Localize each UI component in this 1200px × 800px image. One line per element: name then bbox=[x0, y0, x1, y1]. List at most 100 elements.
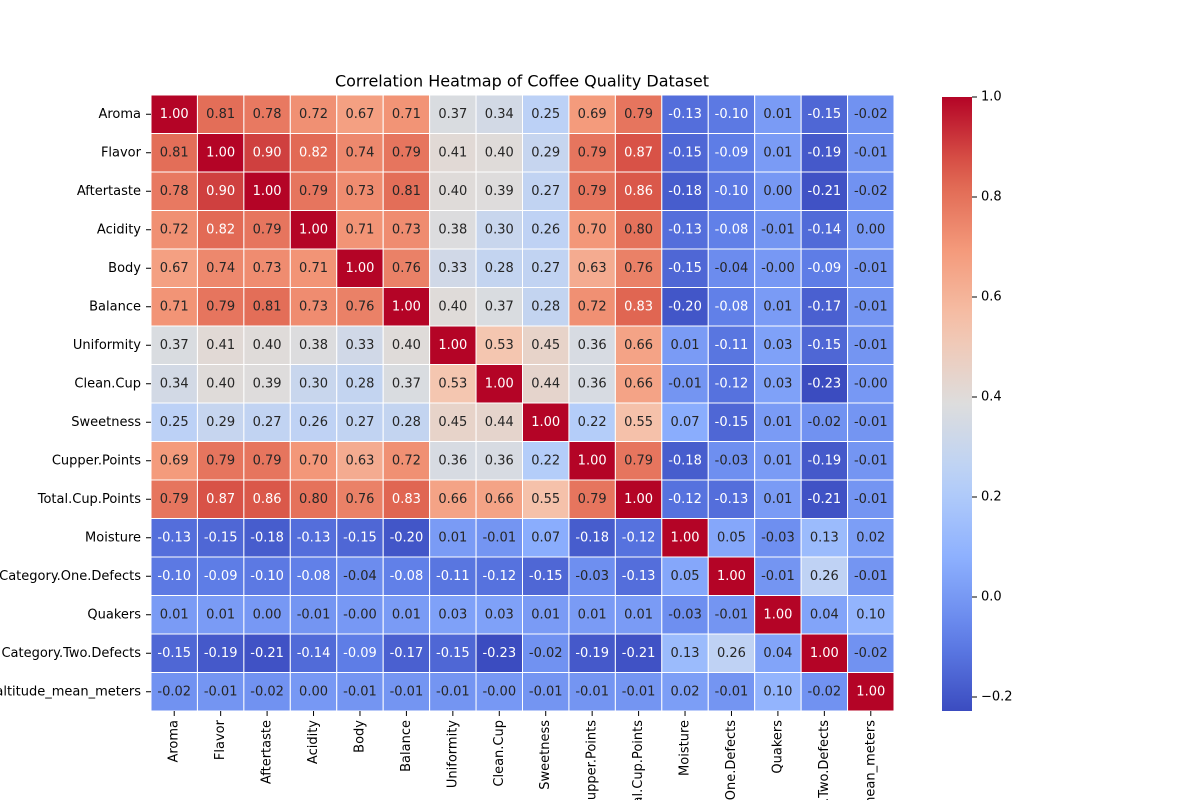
heatmap-cell bbox=[568, 556, 616, 596]
heatmap-cell bbox=[707, 479, 756, 519]
cell-label: 0.45 bbox=[531, 338, 560, 353]
cell-label: 0.02 bbox=[856, 530, 885, 545]
cell-label: 0.79 bbox=[578, 492, 607, 507]
cell-label: 1.00 bbox=[578, 453, 607, 468]
cell-label: 1.00 bbox=[671, 530, 700, 545]
cell-label: 0.40 bbox=[206, 376, 235, 391]
cell-label: 0.78 bbox=[253, 107, 282, 122]
cell-label: 0.33 bbox=[438, 261, 467, 276]
cell-label: -0.01 bbox=[575, 684, 609, 699]
heatmap-cell bbox=[289, 595, 338, 635]
heatmap-cell bbox=[614, 595, 663, 635]
cell-label: 0.26 bbox=[717, 646, 746, 661]
heatmap-cell bbox=[289, 325, 338, 365]
heatmap-cell bbox=[289, 556, 338, 596]
heatmap-cell bbox=[800, 402, 849, 442]
cell-label: 0.26 bbox=[810, 569, 839, 584]
cell-label: 0.10 bbox=[763, 684, 792, 699]
cell-label: 0.36 bbox=[578, 376, 607, 391]
heatmap-cell bbox=[243, 402, 291, 442]
cell-label: 0.55 bbox=[531, 492, 560, 507]
cell-label: 0.79 bbox=[578, 145, 607, 160]
x-tick-label: Uniformity bbox=[445, 720, 460, 788]
cell-label: -0.20 bbox=[668, 299, 702, 314]
heatmap-cell bbox=[661, 441, 709, 481]
heatmap-cell bbox=[336, 518, 384, 558]
heatmap-cell bbox=[568, 633, 616, 673]
cell-label: -0.18 bbox=[250, 530, 284, 545]
cell-label: 1.00 bbox=[763, 607, 792, 622]
cell-label: -0.02 bbox=[808, 684, 842, 699]
heatmap-cell bbox=[614, 672, 663, 712]
cell-label: -0.15 bbox=[715, 415, 749, 430]
cell-label: 0.40 bbox=[485, 145, 514, 160]
heatmap-cell bbox=[475, 595, 523, 635]
heatmap-cell bbox=[289, 287, 338, 327]
heatmap-cell bbox=[150, 210, 198, 250]
heatmap-cell bbox=[800, 633, 849, 673]
heatmap-cell bbox=[522, 248, 570, 288]
heatmap-cell bbox=[847, 556, 895, 596]
heatmap-cell bbox=[568, 595, 616, 635]
cell-label: 0.28 bbox=[392, 415, 421, 430]
heatmap-cell bbox=[707, 210, 756, 250]
heatmap-cell bbox=[754, 595, 802, 635]
cell-label: -0.23 bbox=[808, 376, 842, 391]
heatmap-cell bbox=[614, 441, 663, 481]
cell-label: -0.21 bbox=[808, 492, 842, 507]
cell-label: -0.09 bbox=[808, 261, 842, 276]
cell-label: 0.00 bbox=[856, 222, 885, 237]
heatmap-cell bbox=[196, 210, 245, 250]
cell-label: -0.13 bbox=[668, 222, 702, 237]
colorbar-tick-label: 1.0 bbox=[981, 90, 1002, 105]
cell-label: -0.15 bbox=[529, 569, 563, 584]
cell-label: 0.39 bbox=[253, 376, 282, 391]
cell-label: 0.40 bbox=[438, 184, 467, 199]
heatmap-cell bbox=[707, 595, 756, 635]
x-tick-label: Category.One.Defects bbox=[724, 720, 739, 800]
heatmap-cell bbox=[475, 210, 523, 250]
heatmap-cell bbox=[289, 364, 338, 404]
cell-label: -0.20 bbox=[390, 530, 424, 545]
heatmap-cell bbox=[661, 672, 709, 712]
heatmap-cell bbox=[707, 171, 756, 211]
heatmap-cell bbox=[475, 94, 523, 134]
cell-label: 0.71 bbox=[392, 107, 421, 122]
cell-label: -0.15 bbox=[343, 530, 377, 545]
x-tick-label: Balance bbox=[399, 720, 414, 772]
cell-label: 0.90 bbox=[206, 184, 235, 199]
heatmap-cell bbox=[289, 133, 338, 173]
cell-label: 0.05 bbox=[671, 569, 700, 584]
cell-label: -0.02 bbox=[157, 684, 191, 699]
cell-label: -0.02 bbox=[854, 184, 888, 199]
cell-label: 0.29 bbox=[531, 145, 560, 160]
heatmap-cell bbox=[336, 287, 384, 327]
heatmap-cell bbox=[382, 248, 431, 288]
heatmap-cell bbox=[522, 595, 570, 635]
cell-label: -0.10 bbox=[250, 569, 284, 584]
cell-label: 1.00 bbox=[345, 261, 374, 276]
cell-label: 0.02 bbox=[671, 684, 700, 699]
y-tick-label: Clean.Cup bbox=[74, 376, 141, 391]
heatmap-cell bbox=[243, 133, 291, 173]
cell-label: 0.86 bbox=[624, 184, 653, 199]
heatmap-cell bbox=[568, 672, 616, 712]
colorbar-tick-label: 0.0 bbox=[981, 590, 1002, 605]
cell-label: -0.15 bbox=[808, 107, 842, 122]
heatmap-cell bbox=[707, 133, 756, 173]
colorbar-tick-label: −0.2 bbox=[981, 690, 1013, 705]
colorbar-tick-label: 0.4 bbox=[981, 390, 1002, 405]
cell-label: 0.40 bbox=[438, 299, 467, 314]
heatmap-cell bbox=[150, 402, 198, 442]
cell-label: 0.37 bbox=[392, 376, 421, 391]
y-tick-label: Moisture bbox=[85, 530, 141, 545]
cell-label: 1.00 bbox=[160, 107, 189, 122]
heatmap-cell bbox=[522, 325, 570, 365]
cell-label: -0.12 bbox=[715, 376, 749, 391]
cell-label: 0.34 bbox=[485, 107, 514, 122]
cell-label: 0.81 bbox=[392, 184, 421, 199]
cell-label: -0.12 bbox=[668, 492, 702, 507]
heatmap-cell bbox=[243, 364, 291, 404]
cell-label: -0.01 bbox=[482, 530, 516, 545]
cell-label: 0.00 bbox=[253, 607, 282, 622]
